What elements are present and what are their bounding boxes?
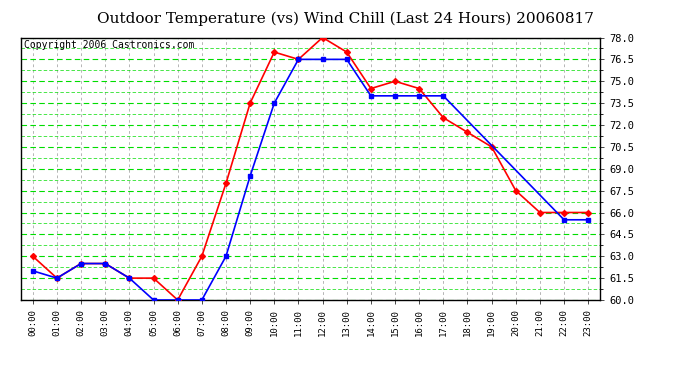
Text: Outdoor Temperature (vs) Wind Chill (Last 24 Hours) 20060817: Outdoor Temperature (vs) Wind Chill (Las…: [97, 11, 593, 26]
Text: Copyright 2006 Castronics.com: Copyright 2006 Castronics.com: [23, 40, 194, 50]
